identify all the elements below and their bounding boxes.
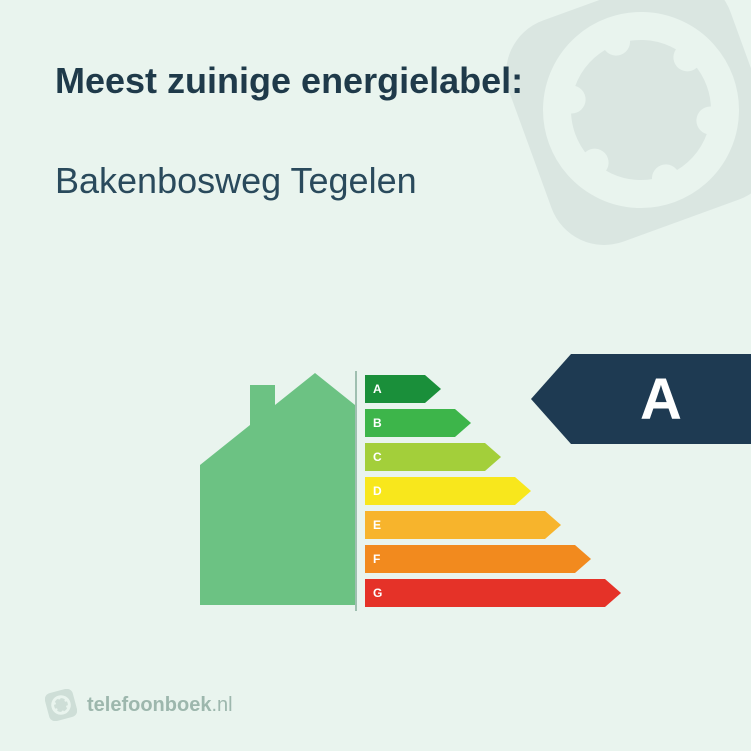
bar-arrow-icon — [605, 579, 621, 607]
footer-text: telefoonboek.nl — [87, 694, 233, 717]
location-subtitle: Bakenbosweg Tegelen — [55, 160, 417, 202]
brand-icon — [45, 689, 77, 721]
chart-divider — [355, 371, 357, 611]
rating-letter: A — [640, 366, 682, 433]
bar-label: G — [373, 586, 382, 600]
house-icon — [155, 365, 355, 615]
bar-label: E — [373, 518, 381, 532]
bar-label: A — [373, 382, 382, 396]
bar-arrow-icon — [515, 477, 531, 505]
bar-arrow-icon — [455, 409, 471, 437]
bar-body — [365, 579, 605, 607]
bar-label: B — [373, 416, 382, 430]
watermark-icon — [462, 0, 751, 289]
footer-brand-tld: .nl — [211, 694, 232, 716]
footer-brand-name: telefoonboek — [87, 694, 211, 716]
bar-arrow-icon — [425, 375, 441, 403]
rating-arrow-icon — [531, 354, 571, 444]
bar-arrow-icon — [575, 545, 591, 573]
bar-label: C — [373, 450, 382, 464]
rating-badge: A — [531, 354, 751, 444]
bar-arrow-icon — [545, 511, 561, 539]
bar-body — [365, 511, 545, 539]
bar-arrow-icon — [485, 443, 501, 471]
rating-body: A — [571, 354, 751, 444]
bar-body — [365, 443, 485, 471]
footer-brand: telefoonboek.nl — [45, 689, 233, 721]
bar-body — [365, 545, 575, 573]
page-title: Meest zuinige energielabel: — [55, 60, 523, 102]
bar-label: F — [373, 552, 380, 566]
energy-label-chart: A B C D E F G — [155, 365, 595, 625]
bar-label: D — [373, 484, 382, 498]
bar-body — [365, 477, 515, 505]
